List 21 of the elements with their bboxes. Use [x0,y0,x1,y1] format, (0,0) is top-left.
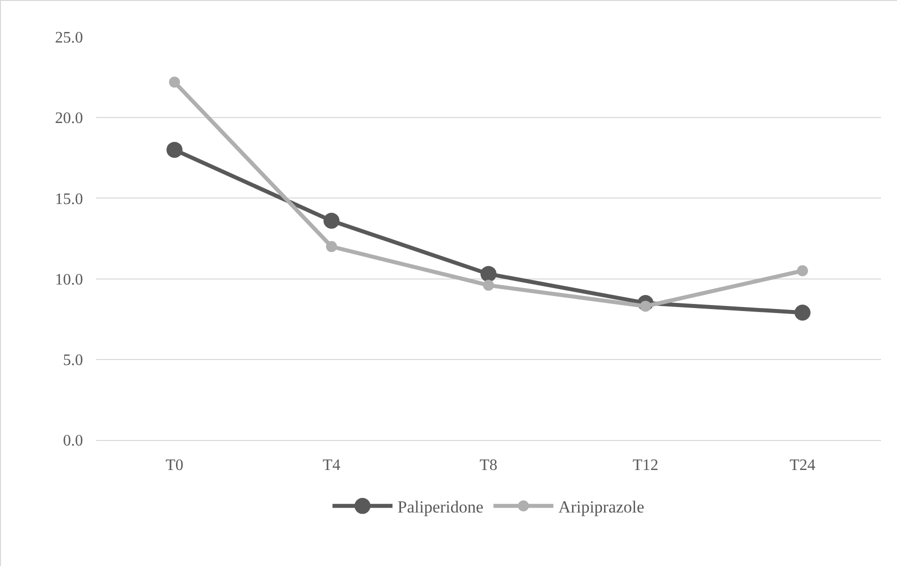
x-tick-label: T24 [790,457,816,474]
x-tick-label: T0 [166,457,184,474]
point [324,212,340,229]
x-tick-label: T12 [632,457,658,474]
point [797,265,808,276]
y-tick-label: 0.0 [63,432,83,450]
y-tick-label: 25.0 [55,30,83,47]
point [483,280,494,291]
x-tick-label: T4 [322,457,340,474]
point [480,266,496,282]
y-tick-label: 5.0 [63,352,83,369]
point [166,142,182,158]
point [794,304,810,321]
legend-label: Aripiprazole [558,498,644,517]
point [326,241,337,252]
y-tick-label: 10.0 [55,271,83,288]
y-tick-label: 15.0 [55,190,83,208]
legend-label: Paliperidone [398,498,484,517]
x-tick-label: T8 [480,457,498,474]
point [169,76,180,88]
y-tick-label: 20.0 [55,110,83,128]
